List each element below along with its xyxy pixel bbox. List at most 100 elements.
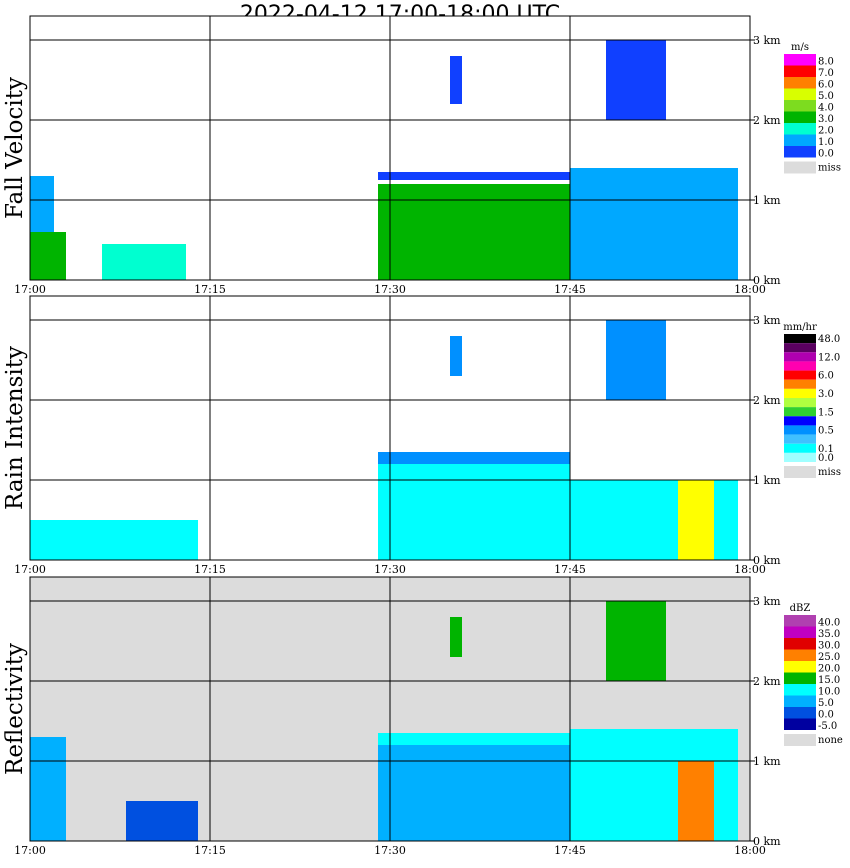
legend-unit: dBZ: [790, 603, 811, 614]
echo-cell: [30, 520, 198, 560]
legend-label: 0.0: [818, 149, 834, 160]
legend-swatch: [784, 443, 816, 453]
legend-swatch: [784, 352, 816, 362]
plot-frame: [29, 295, 751, 561]
legend-label: none: [818, 735, 843, 746]
legend-swatch: [784, 161, 816, 174]
legend-swatch: [784, 123, 816, 135]
echo-cell: [450, 336, 462, 376]
panel-label: Reflectivity: [2, 643, 28, 775]
echo-cell: [378, 452, 570, 464]
echo-cell: [450, 617, 462, 657]
legend-swatch: [784, 379, 816, 389]
legend-swatch: [784, 707, 816, 719]
legend-swatch: [784, 452, 816, 462]
x-tick-label: 17:45: [554, 844, 586, 857]
plot-frame: [29, 15, 751, 281]
legend-label: 6.0: [818, 371, 834, 382]
legend-unit: mm/hr: [783, 322, 817, 333]
legend-swatch: [784, 626, 816, 638]
legend-swatch: [784, 684, 816, 696]
legend-swatch: [784, 661, 816, 673]
echo-cell: [570, 168, 738, 280]
legend-label: 6.0: [818, 80, 834, 91]
x-tick-label: 17:30: [374, 844, 406, 857]
legend-label: miss: [818, 163, 841, 174]
legend-label: 1.0: [818, 137, 834, 148]
legend-label: 25.0: [818, 652, 840, 663]
x-tick-label: 18:00: [734, 563, 766, 576]
x-tick-label: 18:00: [734, 283, 766, 296]
echo-cell: [126, 801, 198, 841]
legend-swatch: [784, 718, 816, 730]
echo-cell: [378, 733, 570, 745]
legend-label: 48.0: [818, 334, 840, 345]
echo-cell: [30, 232, 66, 280]
legend-swatch: [784, 649, 816, 661]
legend-label: 8.0: [818, 57, 834, 68]
legend-swatch: [784, 361, 816, 371]
legend-swatch: [784, 343, 816, 353]
legend-swatch: [784, 615, 816, 627]
legend-label: 7.0: [818, 68, 834, 79]
legend-label: 4.0: [818, 103, 834, 114]
legend-label: 0.1: [818, 444, 834, 455]
legend-label: 1.5: [818, 407, 834, 418]
panel-3: 0 km 1 km 2 km 3 km 17:00 17:15 17:30 17:45 18:0…: [2, 576, 843, 857]
echo-cell: [606, 40, 666, 120]
legend-label: 15.0: [818, 675, 840, 686]
x-tick-label: 17:45: [554, 283, 586, 296]
legend-label: 40.0: [818, 618, 840, 629]
x-tick-label: 17:00: [14, 844, 46, 857]
y-tick-label: 3 km: [753, 595, 781, 608]
plot-frame: [29, 576, 751, 842]
y-tick-label: 1 km: [753, 194, 781, 207]
legend-label: 5.0: [818, 698, 834, 709]
x-tick-label: 17:15: [194, 563, 226, 576]
legend-label: 30.0: [818, 641, 840, 652]
echo-cell: [378, 184, 570, 280]
y-tick-label: 1 km: [753, 755, 781, 768]
legend-swatch: [784, 672, 816, 684]
echo-cell: [378, 464, 570, 560]
y-tick-label: 1 km: [753, 474, 781, 487]
legend-label: 12.0: [818, 352, 840, 363]
legend-swatch: [784, 388, 816, 398]
echo-cell: [30, 737, 66, 841]
panel-label: Fall Velocity: [2, 77, 28, 219]
legend-swatch: [784, 434, 816, 444]
y-tick-label: 2 km: [753, 114, 781, 127]
legend-swatch: [784, 65, 816, 77]
legend-swatch: [784, 695, 816, 707]
echo-cell: [378, 172, 570, 180]
legend-swatch: [784, 370, 816, 380]
legend-swatch: [784, 334, 816, 344]
legend-swatch: [784, 466, 816, 478]
y-tick-label: 0 km: [753, 835, 781, 848]
legend-label: 0.0: [818, 710, 834, 721]
echo-cell: [450, 56, 462, 104]
legend-swatch: [784, 88, 816, 100]
legend-label: miss: [818, 467, 841, 478]
echo-cell: [678, 761, 714, 841]
panel-2: 0 km 1 km 2 km 3 km 17:00 17:15 17:30 17:45 18:0…: [2, 295, 841, 576]
legend-swatch: [784, 407, 816, 417]
legend-label: 3.0: [818, 389, 834, 400]
legend-label: 0.0: [818, 453, 834, 464]
legend-label: -5.0: [818, 721, 837, 732]
echo-cell: [678, 480, 714, 560]
y-tick-label: 2 km: [753, 675, 781, 688]
y-tick-label: 3 km: [753, 34, 781, 47]
legend-swatch: [784, 54, 816, 66]
legend-swatch: [784, 398, 816, 408]
y-tick-label: 0 km: [753, 274, 781, 287]
x-tick-label: 18:00: [734, 844, 766, 857]
echo-cell: [378, 745, 570, 841]
x-tick-label: 17:30: [374, 563, 406, 576]
y-tick-label: 0 km: [753, 554, 781, 567]
x-tick-label: 17:15: [194, 283, 226, 296]
x-tick-label: 17:00: [14, 563, 46, 576]
legend-label: 5.0: [818, 91, 834, 102]
legend-swatch: [784, 134, 816, 146]
